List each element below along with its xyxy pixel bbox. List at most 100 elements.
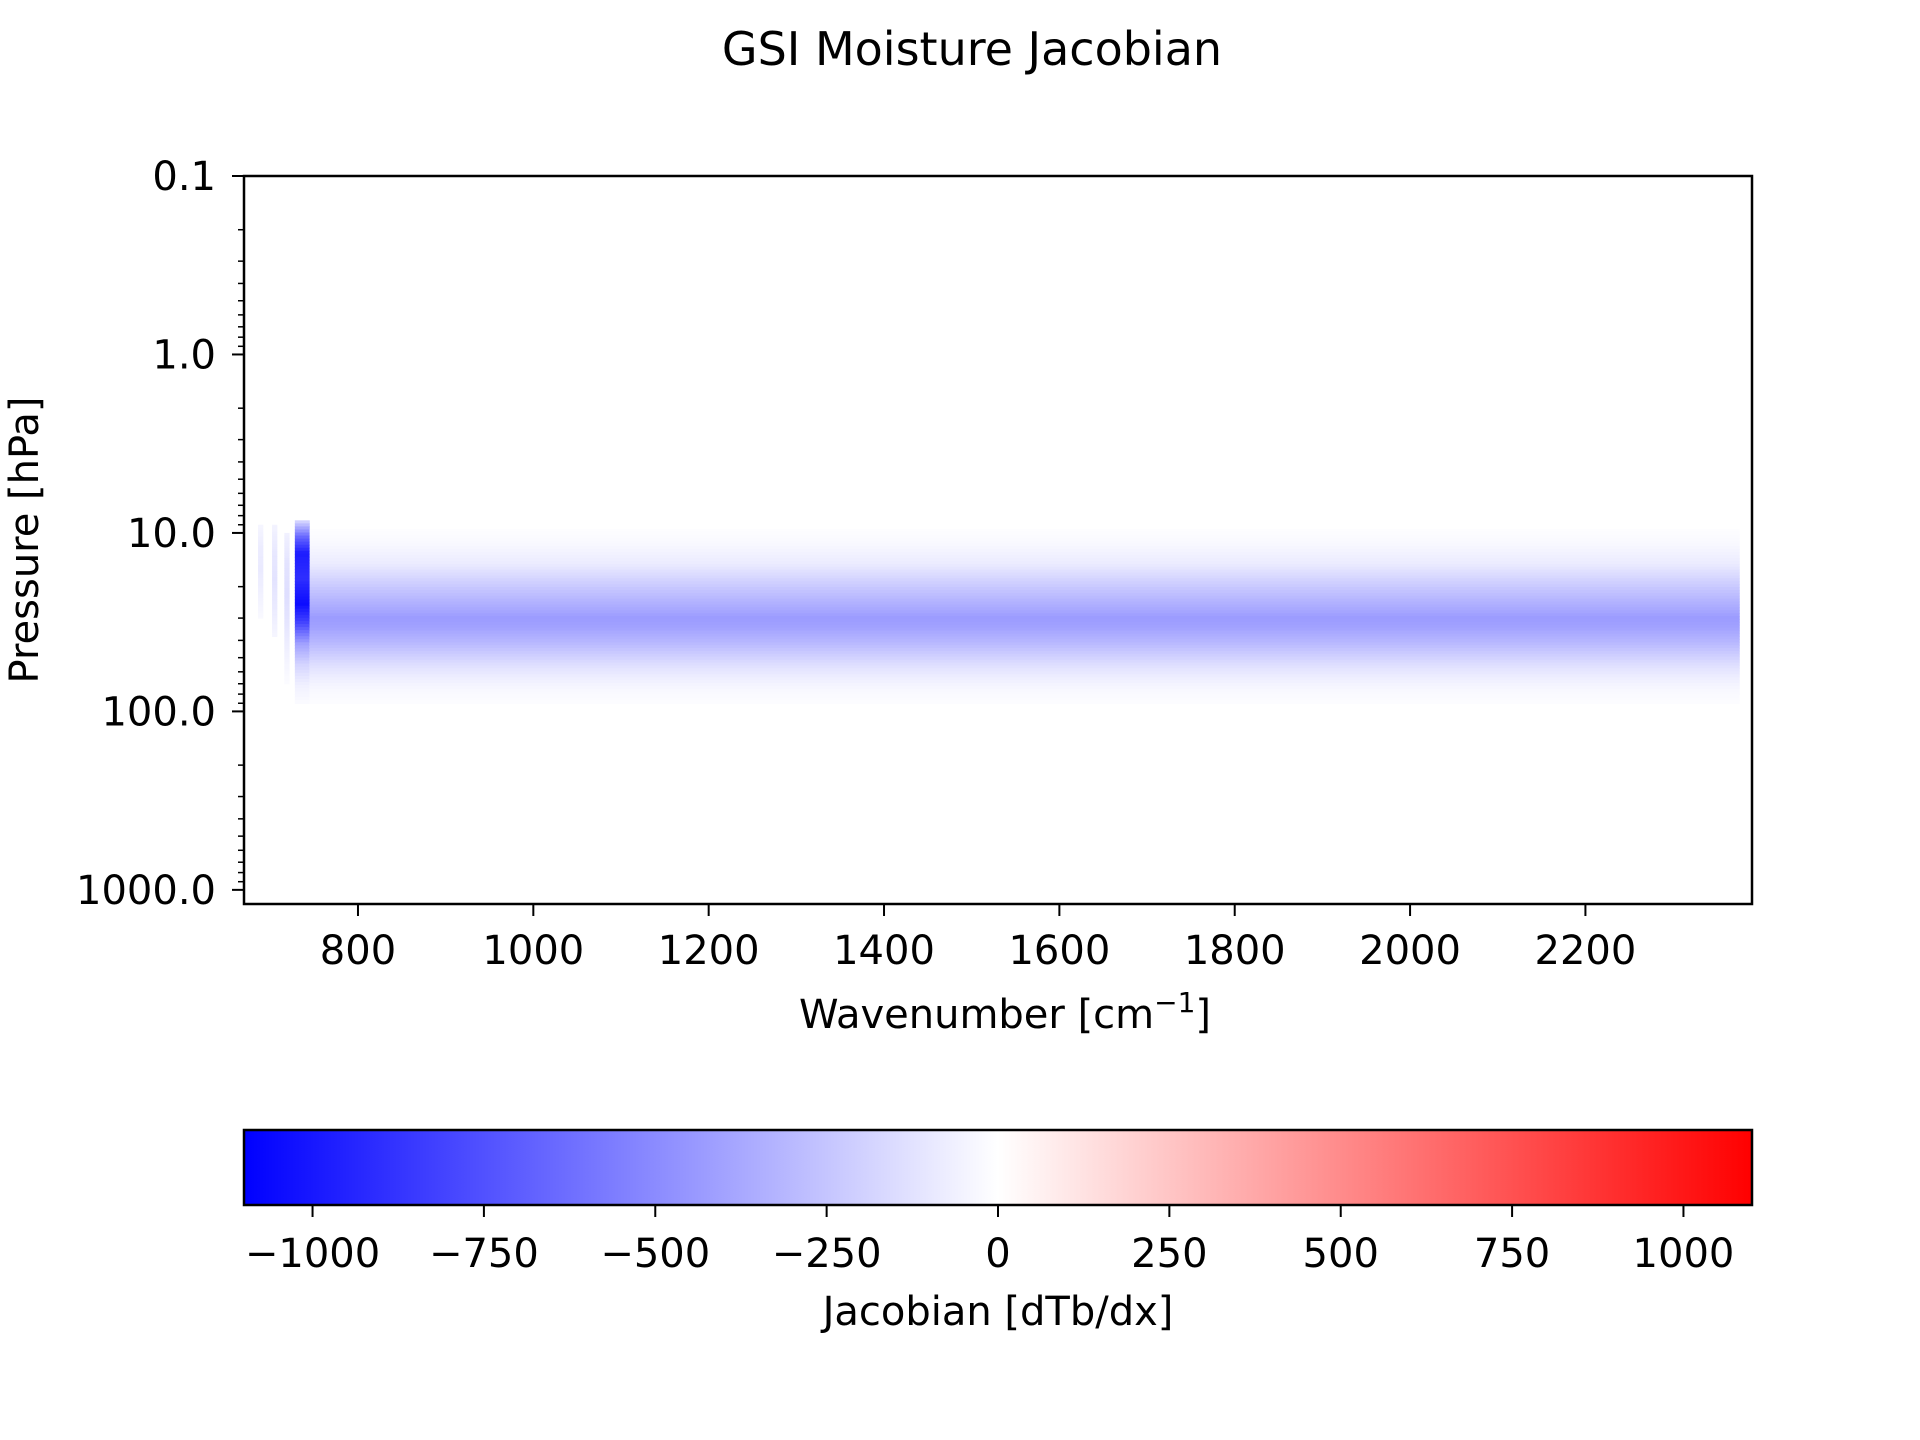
heatmap-cell bbox=[272, 524, 278, 528]
heatmap-cell bbox=[272, 541, 278, 544]
heatmap-cell bbox=[258, 585, 264, 588]
plot-frame bbox=[242, 174, 1754, 906]
heatmap-cell bbox=[309, 677, 1740, 681]
heatmap-cell bbox=[294, 572, 310, 576]
heatmap-cell bbox=[284, 668, 290, 672]
heatmap-cell bbox=[284, 638, 290, 642]
heatmap-cell bbox=[309, 604, 1740, 608]
heatmap-cell bbox=[272, 599, 278, 602]
heatmap-cell bbox=[272, 623, 278, 626]
heatmap-cell bbox=[294, 636, 310, 640]
heatmap-cell bbox=[272, 534, 278, 537]
x-axis-label: Wavenumber [cm−1] bbox=[799, 986, 1211, 1038]
heatmap-cell bbox=[284, 575, 290, 579]
heatmap-cell bbox=[258, 580, 264, 583]
heatmap-cell bbox=[272, 617, 278, 621]
heatmap-cell bbox=[294, 538, 310, 543]
heatmap-cell bbox=[258, 602, 264, 605]
heatmap-cell bbox=[272, 576, 278, 580]
heatmap-cell bbox=[309, 648, 1740, 652]
x-tick-label: 800 bbox=[320, 928, 396, 974]
x-axis-label-main: Wavenumber [cm bbox=[799, 992, 1154, 1038]
heatmap-cell bbox=[309, 633, 1740, 638]
heatmap-cell bbox=[309, 639, 1740, 643]
heatmap-cell bbox=[272, 595, 278, 598]
heatmap-cell bbox=[309, 598, 1740, 603]
heatmap-cell bbox=[258, 554, 264, 557]
colorbar-tick-label: −1000 bbox=[245, 1231, 380, 1277]
heatmap-cell bbox=[284, 588, 290, 592]
heatmap-cell bbox=[309, 592, 1740, 597]
heatmap-cell bbox=[309, 569, 1740, 574]
heatmap-cell bbox=[258, 599, 264, 602]
heatmap-cell bbox=[272, 586, 278, 589]
heatmap-cell bbox=[294, 608, 310, 613]
x-tick-label: 1000 bbox=[482, 928, 584, 974]
heatmap-cell bbox=[272, 604, 278, 608]
heatmap-cell bbox=[284, 681, 290, 685]
heatmap-cell bbox=[309, 558, 1740, 562]
heatmap-cell bbox=[284, 598, 290, 602]
heatmap-cell bbox=[309, 595, 1740, 600]
heatmap-cell bbox=[258, 557, 264, 560]
colorbar-tick-label: −750 bbox=[429, 1231, 539, 1277]
heatmap-cell bbox=[284, 603, 290, 607]
heatmap-cell bbox=[258, 586, 264, 590]
heatmap-cell bbox=[309, 528, 1740, 533]
heatmap-cell bbox=[294, 666, 310, 671]
heatmap-cell bbox=[272, 532, 278, 535]
heatmap-cell bbox=[309, 697, 1740, 701]
colorbar-tick-label: 1000 bbox=[1633, 1231, 1735, 1277]
heatmap-cell bbox=[272, 567, 278, 571]
heatmap-cell bbox=[294, 630, 310, 634]
heatmap-cell bbox=[294, 566, 310, 570]
heatmap-cell bbox=[309, 584, 1740, 588]
heatmap-cell bbox=[294, 669, 310, 674]
x-tick-label: 2000 bbox=[1359, 928, 1461, 974]
heatmap-cell bbox=[309, 601, 1740, 606]
heatmap-cell bbox=[294, 535, 310, 540]
colorbar-tick-label: 0 bbox=[985, 1231, 1010, 1277]
heatmap-cell bbox=[258, 558, 264, 562]
heatmap-cell bbox=[258, 608, 264, 611]
heatmap-cell bbox=[284, 542, 290, 547]
heatmap-cell bbox=[258, 532, 264, 535]
heatmap-cell bbox=[272, 608, 278, 611]
heatmap-cell bbox=[294, 697, 310, 701]
heatmap-cell bbox=[309, 668, 1740, 672]
heatmap-cell bbox=[294, 648, 310, 653]
heatmap-cell bbox=[258, 530, 264, 534]
heatmap-cell bbox=[272, 535, 278, 539]
heatmap-cell bbox=[294, 623, 310, 628]
heatmap-cell bbox=[272, 556, 278, 559]
heatmap-cell bbox=[309, 543, 1740, 547]
heatmap-cell bbox=[258, 535, 264, 538]
heatmap-cell bbox=[294, 581, 310, 585]
heatmap-cell bbox=[272, 573, 278, 576]
heatmap-cell bbox=[294, 687, 310, 692]
heatmap-cell bbox=[284, 593, 290, 597]
heatmap-cell bbox=[272, 526, 278, 530]
x-tick-label: 1400 bbox=[833, 928, 935, 974]
heatmap-cell bbox=[294, 642, 310, 646]
heatmap-cell bbox=[294, 639, 310, 643]
heatmap-cell bbox=[284, 548, 290, 552]
heatmap-cell bbox=[272, 530, 278, 533]
colorbar-ticks: −1000 −750 −500 −250 0 250 500 750 1000 bbox=[245, 1205, 1734, 1277]
heatmap-cell bbox=[272, 614, 278, 617]
heatmap-cell bbox=[284, 618, 290, 622]
heatmap-cell bbox=[272, 627, 278, 630]
heatmap-cell bbox=[284, 585, 290, 589]
heatmap-cell bbox=[309, 534, 1740, 539]
heatmap-cell bbox=[309, 691, 1740, 696]
heatmap-cell bbox=[309, 630, 1740, 635]
heatmap-cell bbox=[272, 550, 278, 554]
heatmap-cell bbox=[309, 560, 1740, 565]
heatmap-cell bbox=[272, 589, 278, 593]
heatmap-cell bbox=[294, 544, 310, 549]
heatmap-cell bbox=[309, 552, 1740, 556]
heatmap-cell bbox=[294, 578, 310, 582]
heatmap-cell bbox=[284, 630, 290, 635]
heatmap-cell bbox=[258, 534, 264, 537]
heatmap-cell bbox=[309, 674, 1740, 678]
